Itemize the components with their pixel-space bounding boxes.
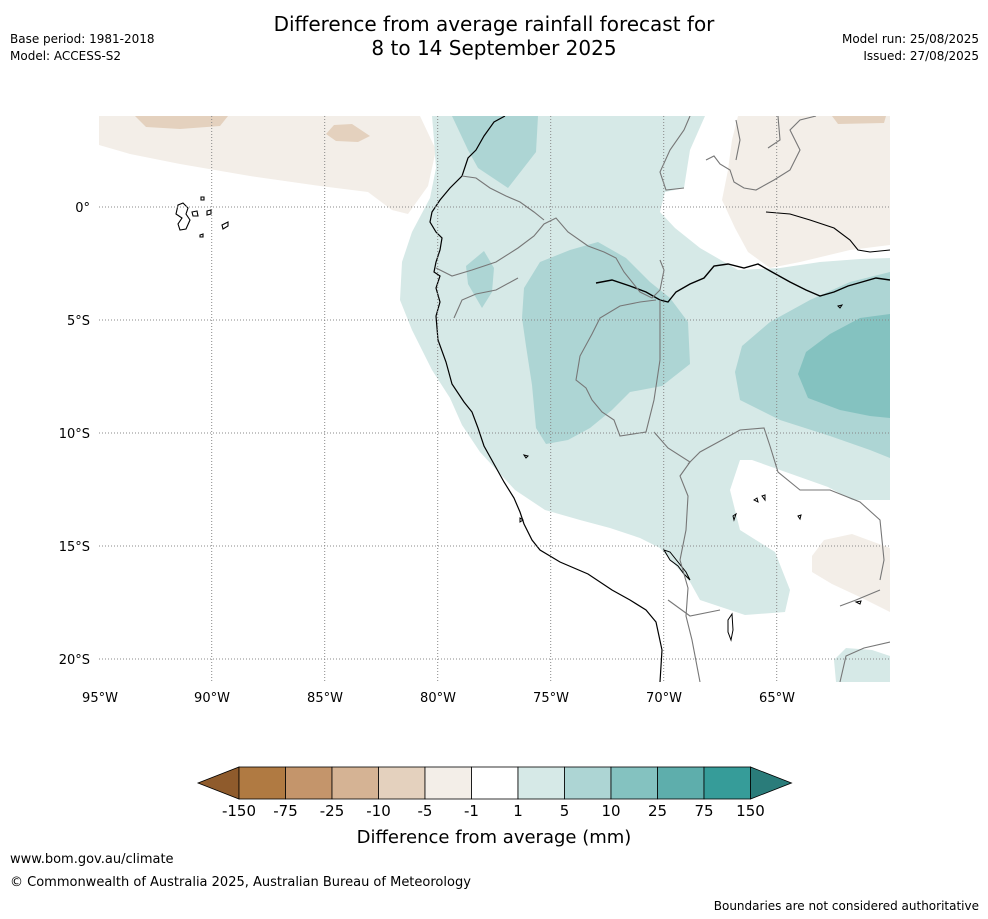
colorbar-extend-high bbox=[750, 766, 793, 800]
lat-label: 15°S bbox=[59, 540, 90, 555]
pacific-coastline bbox=[429, 116, 663, 682]
amazon-river bbox=[595, 263, 890, 303]
drier-region-northeast bbox=[722, 116, 890, 268]
lon-label: 95°W bbox=[82, 691, 118, 706]
latitude-labels: 0° 5°S 10°S 15°S 20°S bbox=[59, 201, 90, 668]
colorbar-swatch bbox=[424, 766, 472, 800]
website-link[interactable]: www.bom.gov.au/climate bbox=[10, 852, 174, 867]
small-islands bbox=[519, 304, 862, 642]
colorbar-tick-label: -150 bbox=[222, 802, 256, 820]
drier-region-northwest-core bbox=[135, 116, 228, 129]
colorbar-tick-label: 150 bbox=[736, 802, 765, 820]
country-borders bbox=[435, 116, 890, 682]
colorbar-tick-label: -10 bbox=[366, 802, 391, 820]
wetter-region-southeast bbox=[834, 648, 890, 682]
colorbar-tick-label: -25 bbox=[320, 802, 345, 820]
lon-label: 70°W bbox=[646, 691, 682, 706]
colorbar-swatch bbox=[285, 766, 333, 800]
lat-label: 0° bbox=[75, 201, 90, 216]
colorbar-swatch bbox=[471, 766, 519, 800]
colorbar-tick-label: 25 bbox=[648, 802, 667, 820]
lat-label: 5°S bbox=[67, 314, 90, 329]
drier-region-northwest-patch bbox=[326, 124, 370, 142]
colorbar-swatch bbox=[610, 766, 658, 800]
colorbar-swatch bbox=[657, 766, 705, 800]
colorbar-swatch bbox=[517, 766, 565, 800]
colorbar-title: Difference from average (mm) bbox=[357, 827, 632, 848]
graticule bbox=[99, 116, 890, 682]
colorbar-swatch bbox=[378, 766, 426, 800]
colorbar-tick-label: -5 bbox=[418, 802, 433, 820]
colorbar-tick-label: -75 bbox=[273, 802, 298, 820]
boundaries-note: Boundaries are not considered authoritat… bbox=[713, 899, 979, 913]
colorbar-swatch bbox=[331, 766, 379, 800]
lon-label: 85°W bbox=[307, 691, 343, 706]
drier-region-southeast bbox=[812, 534, 890, 612]
colorbar-swatch bbox=[703, 766, 751, 800]
meta-right: Model run: 25/08/2025 Issued: 27/08/2025 bbox=[842, 31, 979, 65]
copyright-notice: © Commonwealth of Australia 2025, Austra… bbox=[10, 875, 471, 890]
colorbar-extend-low bbox=[196, 766, 240, 800]
map-title: Difference from average rainfall forecas… bbox=[0, 12, 988, 60]
model-run: Model run: 25/08/2025 bbox=[841, 32, 979, 46]
title-line-1: Difference from average rainfall forecas… bbox=[273, 12, 715, 36]
colorbar-swatch bbox=[238, 766, 286, 800]
lat-label: 20°S bbox=[59, 653, 90, 668]
colorbar-swatch bbox=[564, 766, 612, 800]
map-area bbox=[99, 116, 890, 682]
lon-label: 90°W bbox=[194, 691, 230, 706]
caribbean-coastline bbox=[765, 211, 890, 253]
wetter-region-north bbox=[452, 116, 538, 188]
wetter-region-east-core bbox=[798, 314, 890, 418]
colorbar: -150 -75 -25 -10 -5 -1 1 5 10 25 75 150 bbox=[196, 766, 793, 820]
lon-label: 65°W bbox=[759, 691, 795, 706]
meta-left: Base period: 1981-2018 Model: ACCESS-S2 bbox=[10, 31, 155, 65]
lon-label: 75°W bbox=[533, 691, 569, 706]
lake-titicaca bbox=[662, 549, 691, 581]
longitude-labels: 95°W 90°W 85°W 80°W 75°W 70°W 65°W bbox=[82, 691, 795, 706]
lat-label: 10°S bbox=[59, 427, 90, 442]
title-line-2: 8 to 14 September 2025 bbox=[371, 36, 617, 60]
colorbar-tick-label: 10 bbox=[601, 802, 620, 820]
lon-label: 80°W bbox=[420, 691, 456, 706]
issued-date: Issued: 27/08/2025 bbox=[863, 49, 979, 63]
base-period: Base period: 1981-2018 bbox=[10, 32, 155, 46]
colorbar-tick-label: 1 bbox=[513, 802, 523, 820]
drier-region-northeast-core bbox=[832, 116, 886, 124]
colorbar-tick-label: 5 bbox=[560, 802, 570, 820]
colorbar-tick-label: 75 bbox=[694, 802, 713, 820]
drier-region-northwest bbox=[99, 116, 436, 214]
model-name: Model: ACCESS-S2 bbox=[10, 49, 122, 63]
colorbar-tick-label: -1 bbox=[464, 802, 479, 820]
galapagos-islands bbox=[175, 196, 229, 238]
